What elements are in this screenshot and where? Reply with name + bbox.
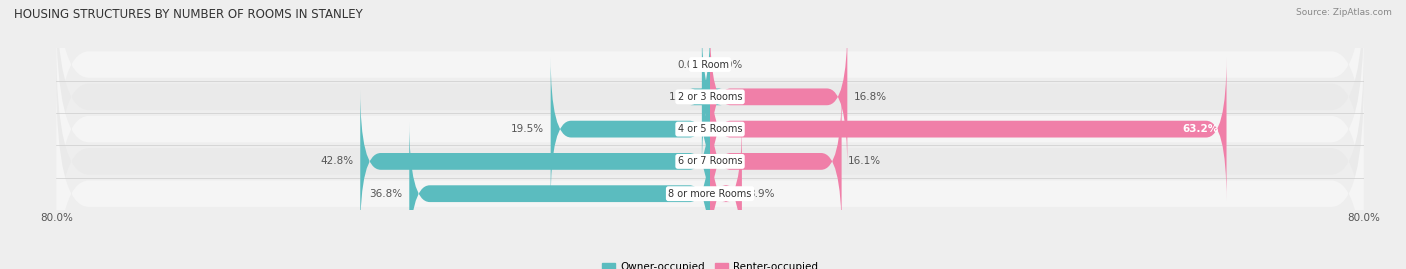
FancyBboxPatch shape <box>710 121 742 266</box>
Text: 19.5%: 19.5% <box>510 124 544 134</box>
Text: 3.9%: 3.9% <box>748 189 775 199</box>
Text: HOUSING STRUCTURES BY NUMBER OF ROOMS IN STANLEY: HOUSING STRUCTURES BY NUMBER OF ROOMS IN… <box>14 8 363 21</box>
Text: Source: ZipAtlas.com: Source: ZipAtlas.com <box>1296 8 1392 17</box>
Text: 1.0%: 1.0% <box>669 92 696 102</box>
Text: 4 or 5 Rooms: 4 or 5 Rooms <box>678 124 742 134</box>
FancyBboxPatch shape <box>689 24 723 169</box>
FancyBboxPatch shape <box>551 57 710 201</box>
Text: 0.0%: 0.0% <box>678 59 703 70</box>
Text: 0.0%: 0.0% <box>717 59 742 70</box>
FancyBboxPatch shape <box>409 121 710 266</box>
Legend: Owner-occupied, Renter-occupied: Owner-occupied, Renter-occupied <box>602 262 818 269</box>
FancyBboxPatch shape <box>56 45 1364 269</box>
FancyBboxPatch shape <box>710 24 848 169</box>
Text: 63.2%: 63.2% <box>1182 124 1219 134</box>
Text: 16.1%: 16.1% <box>848 156 882 167</box>
FancyBboxPatch shape <box>710 89 842 234</box>
Text: 42.8%: 42.8% <box>321 156 354 167</box>
Text: 36.8%: 36.8% <box>370 189 402 199</box>
FancyBboxPatch shape <box>56 0 1364 180</box>
FancyBboxPatch shape <box>56 78 1364 269</box>
Text: 6 or 7 Rooms: 6 or 7 Rooms <box>678 156 742 167</box>
FancyBboxPatch shape <box>56 0 1364 213</box>
Text: 2 or 3 Rooms: 2 or 3 Rooms <box>678 92 742 102</box>
Text: 1 Room: 1 Room <box>692 59 728 70</box>
FancyBboxPatch shape <box>710 57 1226 201</box>
FancyBboxPatch shape <box>56 13 1364 245</box>
FancyBboxPatch shape <box>360 89 710 234</box>
Text: 16.8%: 16.8% <box>853 92 887 102</box>
Text: 8 or more Rooms: 8 or more Rooms <box>668 189 752 199</box>
